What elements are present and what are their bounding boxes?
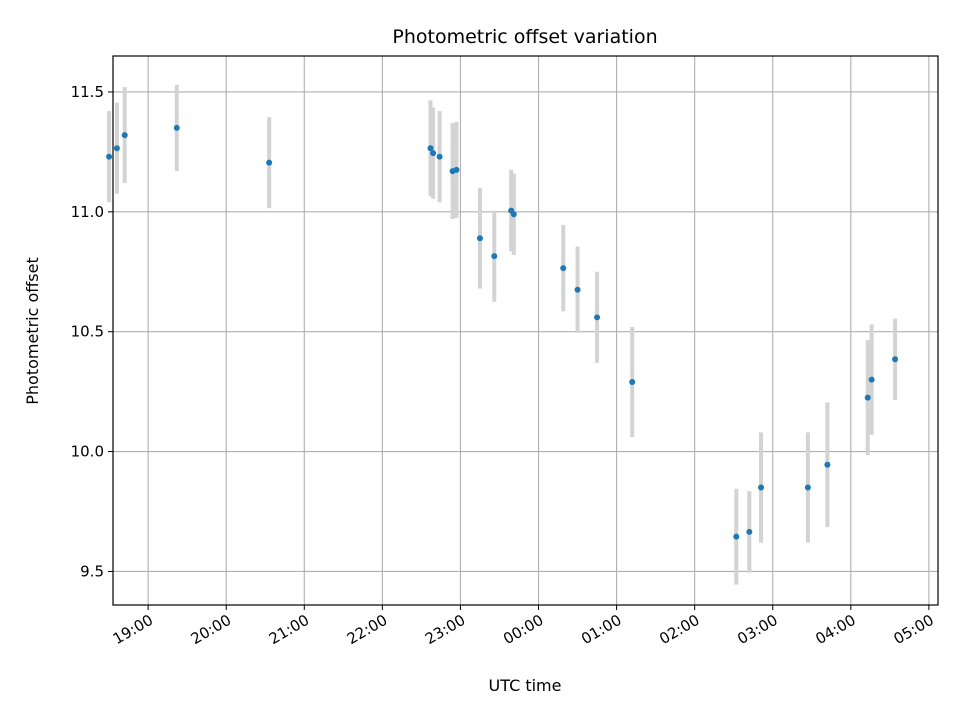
data-point bbox=[804, 484, 811, 491]
plot-frame bbox=[112, 55, 939, 606]
data-point bbox=[892, 356, 899, 363]
data-point bbox=[453, 166, 460, 173]
data-point bbox=[864, 394, 871, 401]
x-axis-title: UTC time bbox=[489, 676, 562, 695]
data-point bbox=[560, 265, 567, 272]
data-point bbox=[824, 461, 831, 468]
data-point bbox=[510, 211, 517, 218]
data-point bbox=[733, 533, 740, 540]
data-point bbox=[436, 153, 443, 160]
y-tick-label: 10.5 bbox=[71, 323, 104, 341]
data-point bbox=[476, 235, 483, 242]
y-axis-ticks: 9.5 10.0 10.5 11.0 11.5 bbox=[71, 83, 113, 580]
data-point bbox=[574, 286, 581, 293]
data-point bbox=[113, 145, 120, 152]
data-point bbox=[266, 159, 273, 166]
y-axis-title: Photometric offset bbox=[23, 257, 42, 405]
data-point bbox=[430, 150, 437, 157]
data-point bbox=[629, 379, 636, 386]
y-tick-label: 9.5 bbox=[80, 562, 104, 580]
chart-title: Photometric offset variation bbox=[392, 26, 657, 48]
data-point bbox=[173, 124, 180, 131]
data-point bbox=[594, 314, 601, 321]
data-point bbox=[746, 528, 753, 535]
data-point bbox=[758, 484, 765, 491]
y-tick-label: 10.0 bbox=[71, 443, 104, 461]
data-point bbox=[427, 145, 434, 152]
data-point bbox=[491, 253, 498, 260]
y-tick-label: 11.5 bbox=[71, 83, 104, 101]
data-points bbox=[106, 124, 899, 540]
y-tick-label: 11.0 bbox=[71, 203, 104, 221]
data-point bbox=[121, 132, 128, 139]
data-point bbox=[106, 153, 113, 160]
grid-lines bbox=[113, 56, 938, 605]
data-point bbox=[868, 376, 875, 383]
